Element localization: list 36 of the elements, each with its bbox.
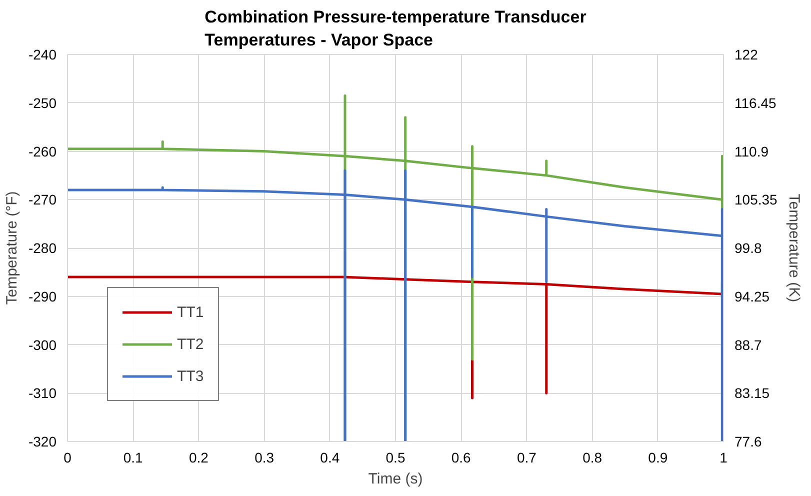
legend-label: TT3 — [177, 368, 204, 384]
chart-title: Combination Pressure-temperature Transducer Temperatures - Vapor Space — [204, 8, 587, 50]
x-axis-title: Time (s) — [368, 470, 423, 488]
x-tick-label: 0.9 — [648, 450, 668, 466]
x-tick-label: 0.4 — [320, 450, 340, 466]
y-tick-label: -320 — [28, 434, 57, 450]
y2-tick-label: 122 — [734, 46, 758, 62]
x-tick-label: 0.6 — [451, 450, 472, 466]
x-tick-label: 0.2 — [188, 450, 209, 466]
y-tick-label: -270 — [28, 192, 57, 208]
x-tick-label: 0.5 — [386, 450, 406, 466]
y2-tick-label: 77.6 — [734, 434, 762, 450]
y-tick-label: -250 — [28, 94, 57, 111]
legend-label: TT1 — [177, 304, 204, 320]
x-tick-label: 0.8 — [582, 450, 602, 466]
y-tick-label: -300 — [28, 336, 57, 353]
y-tick-label: -290 — [28, 288, 57, 304]
y-axis-title: Temperature (°F) — [3, 191, 20, 305]
x-tick-label: 0.1 — [123, 450, 144, 466]
y-tick-label: -240 — [28, 46, 57, 62]
x-tick-label: 0 — [64, 450, 72, 466]
y2-tick-label: 83.15 — [734, 385, 770, 402]
legend-label: TT2 — [177, 336, 204, 352]
y2-tick-label: 88.7 — [734, 336, 762, 353]
y2-tick-label: 110.9 — [734, 143, 769, 160]
y2-tick-label: 105.35 — [734, 192, 778, 208]
y2-tick-label: 116.45 — [734, 94, 776, 111]
y2-axis-title: Temperature (K) — [785, 194, 802, 302]
x-tick-label: 0.3 — [254, 450, 274, 466]
y2-tick-label: 94.25 — [734, 288, 770, 304]
y-tick-label: -280 — [28, 240, 57, 256]
y-tick-label: -260 — [28, 143, 57, 160]
x-tick-label: 0.7 — [516, 450, 537, 466]
y-tick-label: -310 — [28, 385, 57, 402]
y2-tick-label: 99.8 — [734, 240, 762, 256]
x-tick-label: 1 — [720, 450, 728, 466]
